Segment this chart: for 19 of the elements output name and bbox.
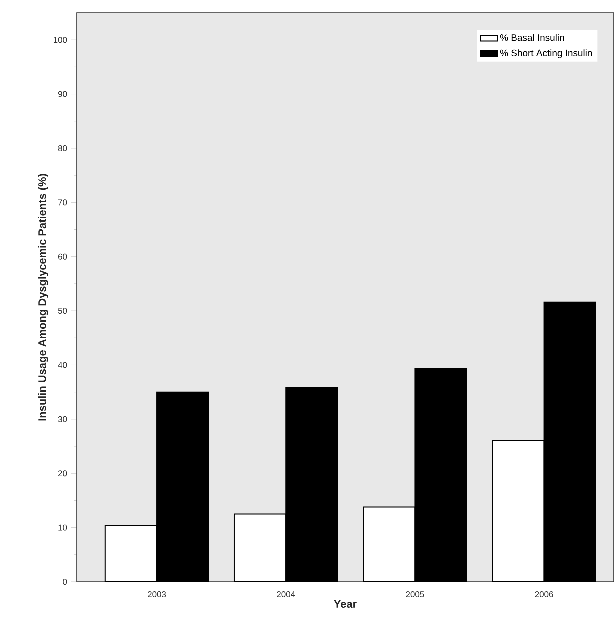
y-tick-label: 60 [58, 254, 67, 260]
legend-label: % Basal Insulin [500, 34, 564, 42]
x-tick-label: 2003 [148, 592, 166, 598]
y-tick-label: 100 [54, 37, 67, 44]
x-tick-label: 2006 [535, 592, 554, 598]
y-tick-label: 90 [58, 91, 67, 98]
x-tick-label: 2004 [276, 592, 296, 598]
y-tick-label: 40 [58, 362, 67, 368]
y-tick-label: 20 [58, 470, 67, 477]
y-axis-title: Insulin Usage Among Dysglycemic Patients (%) [38, 174, 48, 421]
y-tick-label: 50 [58, 308, 67, 314]
legend-label: % Short Acting Insulin [500, 50, 592, 58]
y-tick-label: 80 [58, 145, 67, 152]
x-axis-title: Year [334, 600, 357, 608]
y-tick-label: 30 [58, 416, 67, 422]
x-tick-label: 2005 [406, 592, 424, 598]
y-tick-label: 70 [58, 200, 67, 206]
y-tick-label: 0 [62, 579, 67, 585]
y-tick-label: 10 [58, 524, 67, 531]
